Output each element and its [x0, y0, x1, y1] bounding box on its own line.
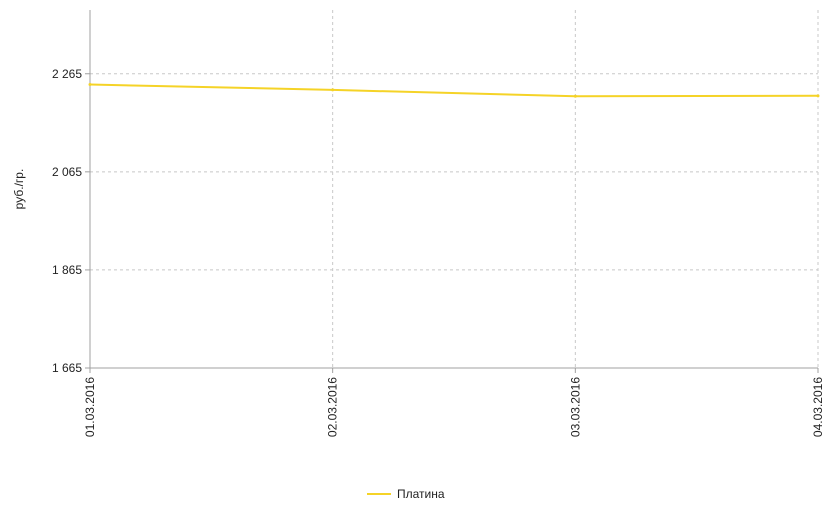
data-point [88, 83, 92, 87]
x-tick-label: 02.03.2016 [326, 377, 340, 437]
y-tick-label: 2 265 [52, 67, 82, 81]
grid-layer [90, 10, 819, 368]
x-tick-label: 04.03.2016 [811, 377, 823, 437]
y-axis-title: руб./гр. [12, 169, 26, 210]
y-tick-label: 1 665 [52, 361, 82, 375]
data-point [816, 94, 820, 98]
x-tick-label: 01.03.2016 [83, 377, 97, 437]
legend: Платина [367, 487, 445, 501]
x-tick-label: 03.03.2016 [568, 377, 582, 437]
data-point [331, 88, 335, 92]
series-line [89, 83, 819, 98]
y-tick-label: 1 865 [52, 263, 82, 277]
data-point [573, 94, 577, 98]
legend-label: Платина [397, 487, 445, 501]
y-tick-label: 2 065 [52, 165, 82, 179]
label-layer: 1 665 1 865 2 065 2 265 01.03.2016 02.03.2016… [12, 67, 823, 437]
series-layer [88, 83, 820, 98]
axis-layer [85, 10, 819, 373]
